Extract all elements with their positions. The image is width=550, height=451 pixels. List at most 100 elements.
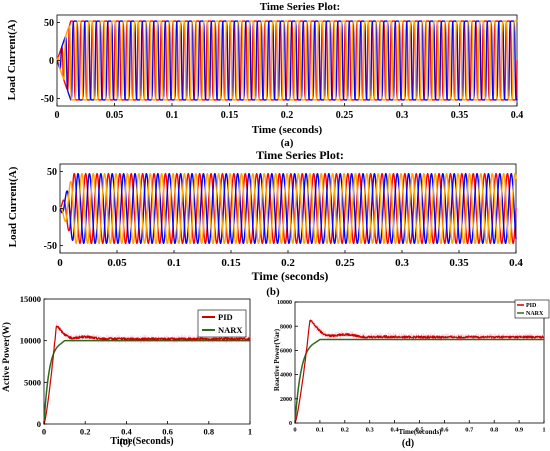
panel-d: 0 0.1 0.2 0.3 0.4 0.5 0.6 0.7 0.8 0.9 1 0 2000 4000 6… [273, 299, 550, 436]
b-x-tick-label: 0.4 [509, 257, 523, 269]
c-x-tick-label: 0.6 [162, 427, 173, 437]
b-x-tick-label: 0.35 [449, 257, 469, 269]
d-pid-line [294, 319, 545, 424]
panel-c-legend-box [197, 309, 247, 338]
panel-c-caption: (c) [119, 437, 130, 448]
panel-d-x-axis-title: Time(seconds) [398, 428, 442, 436]
d-x-tick-label: 0.9 [515, 427, 524, 434]
b-phase-3-line [59, 172, 517, 245]
panel-b: Time Series Plot: 0 0.05 0.1 0.15 0.2 0.25 0.3… [7, 148, 523, 298]
b-x-tick-label: 0.15 [221, 257, 241, 269]
panel-d-caption: (d) [402, 438, 414, 449]
c-pid-line [43, 325, 251, 425]
panel-c-legend-narx-label: NARX [218, 325, 243, 335]
panel-b-caption: (b) [266, 286, 280, 298]
panel-c-x-axis-title: Time(Seconds) [110, 436, 173, 447]
d-x-tick-label: 0.4 [391, 427, 400, 434]
a-x-tick-label: 0 [55, 110, 60, 121]
d-y-tick-label: 6000 [280, 349, 292, 355]
c-x-tick-label: 1 [248, 427, 252, 437]
d-x-tick-label: 0 [293, 427, 296, 434]
a-x-tick-label: 0.35 [451, 110, 469, 121]
a-x-tick-label: 0.4 [511, 110, 524, 121]
panel-a: Time Series Plot: 0 0.05 0.1 0.15 0.2 0.25 0.3… [6, 1, 523, 149]
panel-a-y-ticks: -50 0 50 [41, 18, 60, 105]
panel-b-series-group [59, 172, 517, 245]
a-x-tick-label: 0.3 [396, 110, 409, 121]
d-y-tick-label: 2000 [280, 397, 292, 403]
b-phase-2-line [59, 172, 517, 245]
b-phase-1-line [59, 172, 517, 245]
a-x-tick-label: 0.25 [336, 110, 354, 121]
panel-b-title: Time Series Plot: [256, 148, 344, 162]
d-x-tick-label: 0.5 [415, 427, 424, 434]
c-x-tick-label: 0 [42, 427, 46, 437]
d-x-tick-label: 0.8 [490, 427, 499, 434]
c-x-tick-label: 0.2 [80, 427, 91, 437]
a-y-tick-label: -50 [41, 94, 54, 105]
panel-b-x-ticks: 0 0.05 0.1 0.15 0.2 0.25 0.3 0.35 0.4 [57, 250, 523, 269]
c-y-tick-label: 15000 [20, 294, 41, 304]
d-pid-noise-band [295, 317, 544, 423]
d-x-tick-label: 0.6 [440, 427, 449, 434]
d-x-tick-label: 0.2 [341, 427, 349, 434]
d-y-tick-label: 10000 [277, 300, 292, 306]
d-x-tick-label: 0.3 [366, 427, 375, 434]
c-y-tick-label: 10000 [20, 336, 41, 346]
a-phase-1-line [56, 20, 518, 101]
c-x-tick-label: 0.4 [121, 427, 132, 437]
panel-d-x-ticks: 0 0.1 0.2 0.3 0.4 0.5 0.6 0.7 0.8 0.9 1 [293, 420, 546, 434]
panel-a-x-ticks: 0 0.05 0.1 0.15 0.2 0.25 0.3 0.35 0.4 [55, 103, 524, 121]
panel-c-legend: PID NARX [197, 309, 247, 338]
d-y-tick-label: 4000 [280, 373, 292, 379]
a-y-tick-label: 50 [44, 18, 54, 29]
panel-b-x-axis-title: Time (seconds) [252, 269, 329, 283]
c-x-tick-label: 0.8 [203, 427, 214, 437]
a-x-tick-label: 0.1 [166, 110, 179, 121]
d-x-tick-label: 0.1 [316, 427, 324, 434]
a-phase-3-line [56, 20, 518, 101]
d-x-tick-label: 0.7 [465, 427, 474, 434]
a-y-tick-label: 0 [49, 56, 54, 67]
panel-d-legend-pid-label: PID [526, 303, 537, 309]
b-y-tick-label: -50 [44, 241, 57, 252]
a-phase-2-line [56, 20, 518, 101]
b-x-tick-label: 0.1 [167, 257, 181, 269]
panel-d-y-ticks: 0 2000 4000 6000 8000 10000 [277, 300, 298, 427]
d-y-tick-label: 8000 [280, 324, 292, 330]
b-x-tick-label: 0 [57, 257, 63, 269]
a-x-tick-label: 0.15 [221, 110, 239, 121]
panel-c-y-axis-title: Active Power(W) [1, 322, 12, 392]
b-x-tick-label: 0.2 [281, 257, 295, 269]
panel-d-y-axis-title: Reactive Power(Var) [273, 328, 281, 391]
b-x-tick-label: 0.3 [395, 257, 409, 269]
panel-c-series-group [43, 321, 251, 425]
c-y-tick-label: 5000 [24, 377, 41, 387]
d-x-tick-label: 1 [542, 427, 545, 434]
d-narx-line [294, 338, 545, 424]
panel-a-x-axis-title: Time (seconds) [252, 124, 323, 136]
panel-a-y-axis-title: Load Current(A) [6, 19, 18, 100]
b-y-tick-label: 50 [47, 167, 57, 178]
b-x-tick-label: 0.05 [107, 257, 127, 269]
b-x-tick-label: 0.25 [335, 257, 355, 269]
d-y-tick-label: 0 [289, 421, 292, 427]
panel-b-y-axis-title: Load Current(A) [7, 166, 19, 247]
panel-d-plot-area [294, 301, 545, 424]
c-y-tick-label: 0 [37, 419, 41, 429]
a-x-tick-label: 0.2 [281, 110, 294, 121]
panel-d-series-group [294, 317, 545, 424]
a-x-tick-label: 0.05 [106, 110, 124, 121]
panel-c-y-ticks: 0 5000 10000 15000 [20, 294, 47, 429]
b-y-tick-label: 0 [52, 204, 57, 215]
panel-d-legend-narx-label: NARX [526, 311, 544, 317]
panel-a-title: Time Series Plot: [260, 1, 340, 13]
panel-a-series-group [56, 20, 518, 101]
panel-c-legend-pid-label: PID [218, 312, 233, 322]
panel-a-caption: (a) [281, 137, 294, 149]
panel-c-x-ticks: 0 0.2 0.4 0.6 0.8 1 [42, 421, 252, 437]
panel-b-y-ticks: -50 0 50 [44, 167, 63, 252]
panel-d-legend: PID NARX [514, 299, 550, 319]
